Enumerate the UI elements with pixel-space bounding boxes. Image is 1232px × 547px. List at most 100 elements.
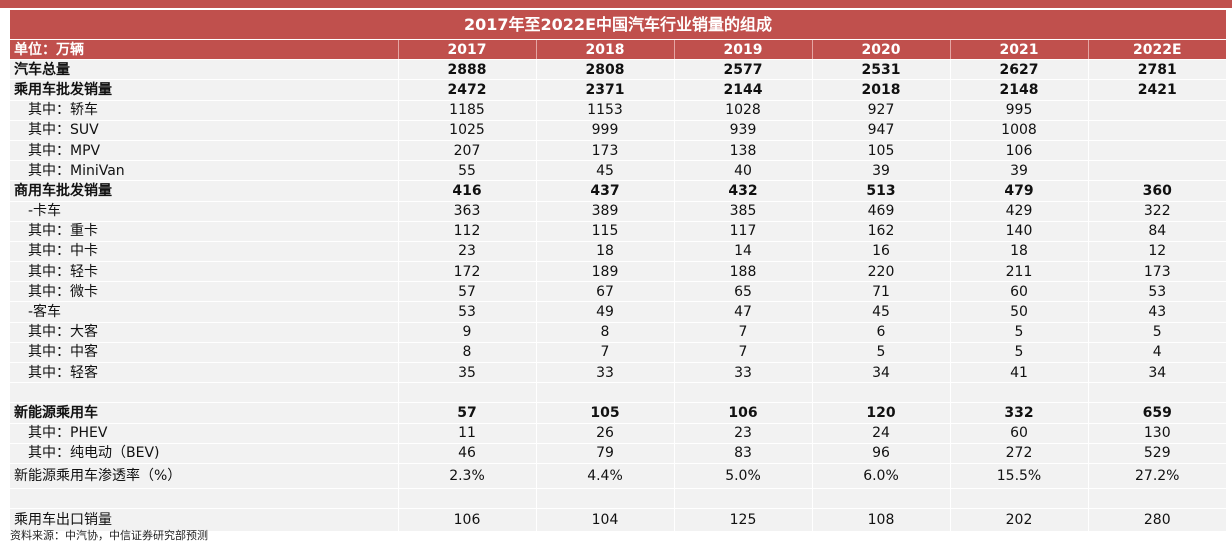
value-cell (535, 488, 674, 510)
value-cell: 27.2% (1087, 463, 1226, 489)
row-label: -卡车 (10, 201, 398, 222)
table-row: -卡车 363 389 385 469 429 322 (10, 201, 1226, 222)
value-cell: 2781 (1087, 59, 1226, 81)
value-cell: 2888 (397, 59, 536, 81)
value-cell: 105 (811, 140, 950, 162)
table-row: 其中：轻卡 172 189 188 220 211 173 (10, 261, 1226, 283)
value-cell (397, 382, 536, 404)
value-cell: 50 (949, 301, 1088, 323)
value-cell: 138 (673, 140, 812, 162)
value-cell: 2371 (535, 79, 674, 101)
value-cell: 140 (949, 221, 1088, 242)
value-cell: 211 (949, 261, 1088, 283)
year-header: 2020 (811, 39, 950, 61)
row-label: 其中：重卡 (10, 221, 398, 242)
row-label: 其中：MiniVan (10, 160, 398, 182)
row-label: 其中：微卡 (10, 281, 398, 303)
value-cell: 385 (673, 201, 812, 222)
value-cell: 24 (811, 423, 950, 444)
value-cell: 65 (673, 281, 812, 303)
value-cell: 7 (673, 342, 812, 364)
value-cell: 39 (811, 160, 950, 182)
table-row: 新能源乘用车渗透率（%） 2.3% 4.4% 5.0% 6.0% 15.5% 27.2% (10, 463, 1226, 489)
value-cell: 202 (949, 508, 1088, 533)
value-cell: 53 (1087, 281, 1226, 303)
row-label (10, 382, 398, 404)
value-cell (811, 488, 950, 510)
value-cell: 322 (1087, 201, 1226, 222)
table-row: 其中：SUV 1025 999 939 947 1008 (10, 120, 1226, 141)
value-cell: 23 (397, 241, 536, 263)
row-label: 其中：纯电动（BEV) (10, 443, 398, 464)
value-cell: 105 (535, 402, 674, 424)
table-row: 其中：轿车 1185 1153 1028 927 995 (10, 100, 1226, 121)
value-cell: 130 (1087, 423, 1226, 444)
value-cell: 34 (811, 362, 950, 384)
value-cell: 437 (535, 180, 674, 202)
value-cell: 117 (673, 221, 812, 242)
row-label: 新能源乘用车渗透率（%） (10, 463, 398, 489)
value-cell: 5 (811, 342, 950, 364)
top-accent-bar (0, 0, 1232, 8)
value-cell: 999 (535, 120, 674, 141)
value-cell: 33 (535, 362, 674, 384)
row-label: 其中：中卡 (10, 241, 398, 263)
value-cell: 7 (535, 342, 674, 364)
value-cell: 659 (1087, 402, 1226, 424)
table-row: 乘用车批发销量 2472 2371 2144 2018 2148 2421 (10, 79, 1226, 101)
value-cell: 39 (949, 160, 1088, 182)
value-cell: 35 (397, 362, 536, 384)
row-label: 商用车批发销量 (10, 180, 398, 202)
value-cell: 106 (673, 402, 812, 424)
value-cell (1087, 488, 1226, 510)
table-row: 新能源乘用车 57 105 106 120 332 659 (10, 402, 1226, 424)
value-cell (673, 382, 812, 404)
value-cell: 9 (397, 322, 536, 343)
value-cell: 2144 (673, 79, 812, 101)
value-cell: 172 (397, 261, 536, 283)
value-cell: 5 (949, 342, 1088, 364)
spacer-row (10, 382, 1226, 404)
value-cell: 115 (535, 221, 674, 242)
value-cell: 83 (673, 443, 812, 464)
value-cell: 432 (673, 180, 812, 202)
value-cell: 2808 (535, 59, 674, 81)
value-cell: 939 (673, 120, 812, 141)
value-cell: 2.3% (397, 463, 536, 489)
value-cell: 162 (811, 221, 950, 242)
value-cell: 47 (673, 301, 812, 323)
value-cell (535, 382, 674, 404)
row-label: 乘用车批发销量 (10, 79, 398, 101)
table-row: 其中：轻客 35 33 33 34 41 34 (10, 362, 1226, 384)
table-row: -客车 53 49 47 45 50 43 (10, 301, 1226, 323)
value-cell: 8 (397, 342, 536, 364)
value-cell: 173 (535, 140, 674, 162)
value-cell: 18 (535, 241, 674, 263)
value-cell: 53 (397, 301, 536, 323)
value-cell: 995 (949, 100, 1088, 121)
value-cell: 14 (673, 241, 812, 263)
value-cell (1087, 100, 1226, 121)
value-cell: 947 (811, 120, 950, 141)
value-cell: 363 (397, 201, 536, 222)
value-cell: 529 (1087, 443, 1226, 464)
value-cell: 45 (811, 301, 950, 323)
value-cell: 40 (673, 160, 812, 182)
value-cell (1087, 160, 1226, 182)
value-cell: 2627 (949, 59, 1088, 81)
value-cell (397, 488, 536, 510)
value-cell: 96 (811, 443, 950, 464)
row-label: 其中：SUV (10, 120, 398, 141)
value-cell: 104 (535, 508, 674, 533)
row-label: 其中：轻客 (10, 362, 398, 384)
value-cell: 125 (673, 508, 812, 533)
value-cell: 332 (949, 402, 1088, 424)
row-label: 新能源乘用车 (10, 402, 398, 424)
table-title: 2017年至2022E中国汽车行业销量的组成 (10, 10, 1226, 40)
value-cell: 1025 (397, 120, 536, 141)
table-row: 汽车总量 2888 2808 2577 2531 2627 2781 (10, 59, 1226, 81)
value-cell: 4 (1087, 342, 1226, 364)
value-cell: 2577 (673, 59, 812, 81)
value-cell: 120 (811, 402, 950, 424)
table-row: 其中：微卡 57 67 65 71 60 53 (10, 281, 1226, 303)
